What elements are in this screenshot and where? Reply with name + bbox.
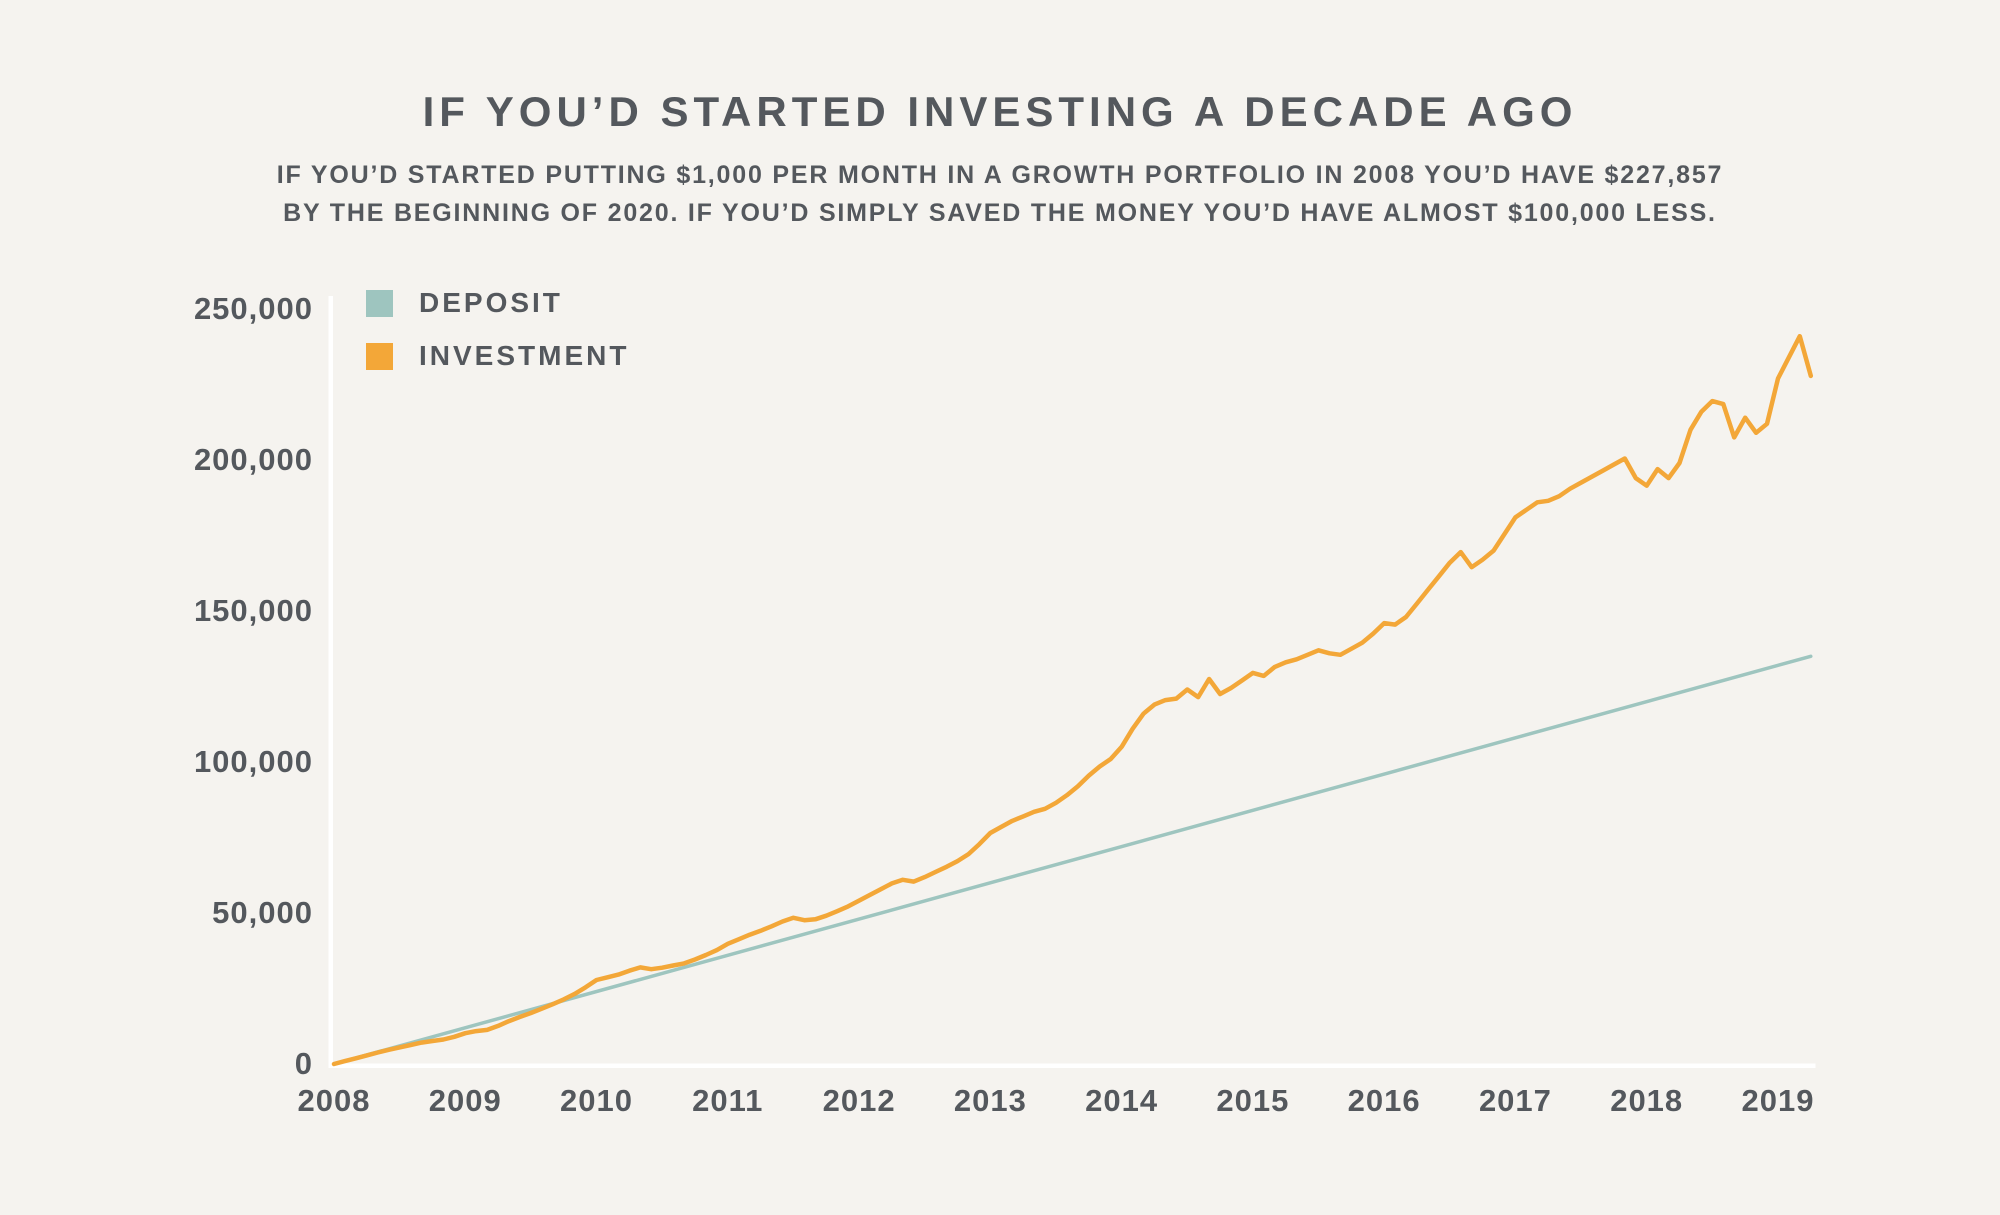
y-axis-line: [328, 296, 333, 1068]
x-tick-label: 2013: [953, 1083, 1027, 1118]
chart-subtitle: IF YOU’D STARTED PUTTING $1,000 PER MONT…: [0, 156, 2000, 232]
y-tick-label: 50,000: [212, 895, 313, 930]
x-axis-line: [328, 1063, 1816, 1068]
y-tick-label: 250,000: [193, 291, 313, 326]
legend-item-investment: INVESTMENT: [366, 340, 629, 372]
x-tick-label: 2009: [428, 1083, 502, 1118]
chart-subtitle-line2: BY THE BEGINNING OF 2020. IF YOU’D SIMPL…: [283, 199, 1717, 227]
deposit-line: [332, 654, 1813, 1066]
x-tick-label: 2012: [822, 1083, 896, 1118]
y-tick-label: 150,000: [193, 593, 313, 628]
legend-label-investment: INVESTMENT: [419, 340, 630, 371]
x-tick-label: 2008: [297, 1083, 371, 1118]
y-tick-label: 200,000: [193, 442, 313, 477]
y-tick-label: 100,000: [193, 744, 313, 779]
deposit-swatch-icon: [366, 289, 393, 317]
legend-item-deposit: DEPOSIT: [366, 287, 629, 319]
chart-subtitle-line1: IF YOU’D STARTED PUTTING $1,000 PER MONT…: [276, 161, 1724, 189]
investment-swatch-icon: [366, 342, 393, 370]
y-tick-label: 0: [294, 1046, 313, 1081]
investment-line: [331, 333, 1814, 1067]
x-tick-label: 2010: [560, 1083, 634, 1118]
legend-label-deposit: DEPOSIT: [419, 287, 563, 318]
legend: DEPOSIT INVESTMENT: [366, 287, 629, 393]
x-tick-label: 2019: [1741, 1083, 1815, 1118]
x-tick-label: 2017: [1478, 1083, 1552, 1118]
x-tick-label: 2018: [1610, 1083, 1684, 1118]
x-tick-label: 2015: [1216, 1083, 1290, 1118]
x-tick-label: 2011: [692, 1083, 764, 1118]
x-tick-label: 2014: [1085, 1083, 1159, 1118]
chart-title: IF YOU’D STARTED INVESTING A DECADE AGO: [422, 88, 1578, 135]
x-tick-label: 2016: [1347, 1083, 1421, 1118]
